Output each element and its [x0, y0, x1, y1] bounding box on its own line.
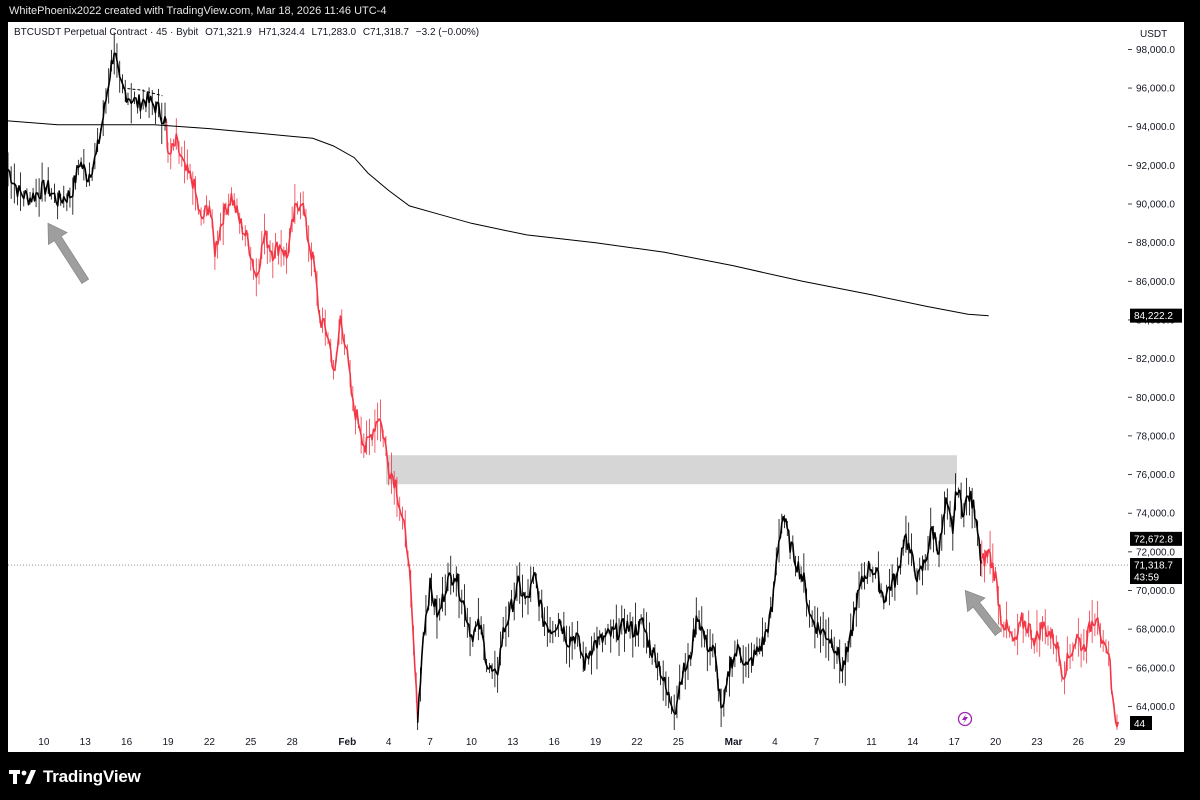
- x-tick-label: 10: [38, 737, 50, 748]
- footer-brand: TradingView: [43, 767, 141, 786]
- chart-frame: [8, 22, 1184, 752]
- x-tick-label: 23: [1031, 737, 1043, 748]
- tradingview-footer[interactable]: TradingView: [9, 766, 141, 788]
- legend-low: L71,283.0: [311, 27, 357, 38]
- x-tick-label: 29: [1114, 737, 1126, 748]
- price-series-early: [8, 52, 168, 207]
- y-tick-label: 78,000.0: [1136, 431, 1175, 442]
- price-series-final_drop: [981, 548, 1120, 728]
- y-tick-label: 88,000.0: [1136, 238, 1175, 249]
- x-tick-label: 22: [204, 737, 216, 748]
- y-tick-label: 70,000.0: [1136, 586, 1175, 597]
- plot-area: [8, 32, 1128, 730]
- arrow-annotation-2: [964, 589, 1003, 637]
- x-tick-label: 19: [590, 737, 602, 748]
- y-tick-label: 68,000.0: [1136, 625, 1175, 636]
- x-tick-label: 25: [245, 737, 257, 748]
- x-tick-label: 10: [466, 737, 478, 748]
- x-tick-label: 13: [507, 737, 519, 748]
- dashed-bracket: [122, 87, 163, 97]
- legend-high: H71,324.4: [258, 27, 305, 38]
- level-value-badge-label: 72,672.8: [1134, 534, 1173, 545]
- legend-open: O71,321.9: [205, 27, 252, 38]
- y-tick-label: 80,000.0: [1136, 393, 1175, 404]
- y-tick-label: 96,000.0: [1136, 84, 1175, 95]
- tradingview-logo-icon: [9, 770, 36, 784]
- x-tick-label: 17: [949, 737, 961, 748]
- x-tick-label: 14: [907, 737, 919, 748]
- x-tick-label: 16: [121, 737, 133, 748]
- y-tick-label: 90,000.0: [1136, 200, 1175, 211]
- x-tick-label: 7: [813, 737, 819, 748]
- bottom-badge-label: 44: [1134, 719, 1146, 730]
- arrow-annotation-1: [47, 222, 90, 285]
- y-tick-label: 92,000.0: [1136, 161, 1175, 172]
- lightning-icon: [957, 711, 973, 727]
- bottom-badge: [1130, 716, 1152, 730]
- x-tick-label: 26: [1073, 737, 1085, 748]
- y-tick-label: 86,000.0: [1136, 277, 1175, 288]
- x-tick-label: Feb: [338, 737, 356, 748]
- price-series-range: [416, 489, 983, 723]
- ma-value-badge: [1130, 308, 1182, 323]
- legend-change: −3.2 (−0.00%): [415, 27, 480, 38]
- y-tick-label: 64,000.0: [1136, 702, 1175, 713]
- x-tick-label: 28: [287, 737, 299, 748]
- y-tick-label: 94,000.0: [1136, 122, 1175, 133]
- x-tick-label: 4: [772, 737, 778, 748]
- y-tick-label: 76,000.0: [1136, 470, 1175, 481]
- ma-value-badge-label: 84,222.2: [1134, 311, 1173, 322]
- last-price-badge-countdown: 43:59: [1134, 573, 1159, 584]
- x-tick-label: 20: [990, 737, 1002, 748]
- y-tick-label: 72,000.0: [1136, 547, 1175, 558]
- x-tick-label: 22: [631, 737, 643, 748]
- x-tick-label: 25: [673, 737, 685, 748]
- price-series-decline: [165, 124, 419, 721]
- y-tick-label: 98,000.0: [1136, 45, 1175, 56]
- x-tick-label: 4: [386, 737, 392, 748]
- arrow-icon: [964, 589, 1003, 637]
- y-tick-label: 82,000.0: [1136, 354, 1175, 365]
- x-tick-label: 11: [866, 737, 877, 748]
- chart-legend: BTCUSDT Perpetual Contract · 45 · Bybit …: [14, 27, 483, 38]
- x-tick-label: 19: [162, 737, 174, 748]
- legend-close: C71,318.7: [362, 27, 409, 38]
- moving-average-line: [8, 120, 989, 317]
- x-tick-label: 7: [427, 737, 433, 748]
- arrow-icon: [47, 222, 90, 285]
- last-price-badge: [1130, 558, 1182, 585]
- x-tick-label: 16: [549, 737, 561, 748]
- level-value-badge: [1130, 531, 1182, 546]
- axis-unit[interactable]: USDT: [1140, 29, 1168, 40]
- y-tick-label: 74,000.0: [1136, 509, 1175, 520]
- attribution-text: WhitePhoenix2022 created with TradingVie…: [9, 5, 387, 17]
- y-tick-label: 66,000.0: [1136, 663, 1175, 674]
- x-tick-label: 13: [80, 737, 92, 748]
- x-tick-label: Mar: [725, 737, 743, 748]
- legend-symbol[interactable]: BTCUSDT Perpetual Contract · 45 · Bybit: [14, 27, 199, 38]
- last-price-badge-label: 71,318.7: [1134, 561, 1173, 572]
- supply-zone: [385, 455, 957, 485]
